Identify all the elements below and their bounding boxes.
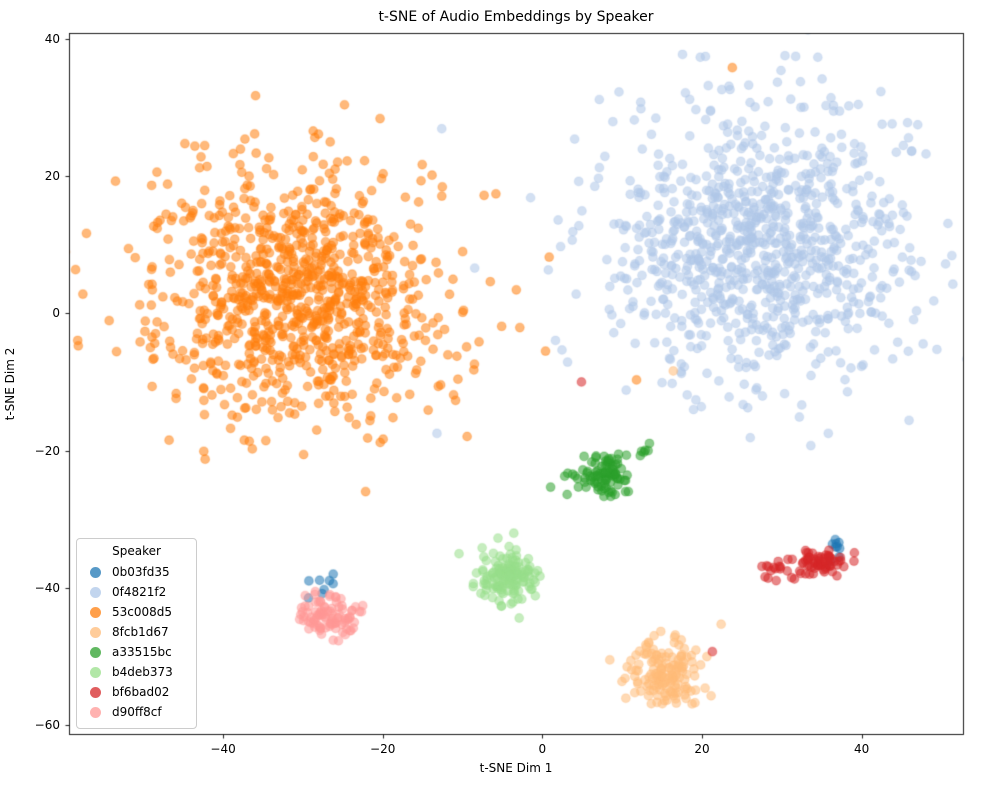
legend-item: bf6bad02 [77,682,196,702]
x-tick-label: −20 [370,742,396,756]
legend-swatch [90,626,101,638]
x-axis-label: t-SNE Dim 1 [479,761,553,775]
x-tick-label: 0 [538,742,547,756]
legend: Speaker 0b03fd35 0f4821f2 53c008d5 8fcb1… [76,538,197,729]
legend-item: 53c008d5 [77,602,196,622]
y-axis-label: t-SNE Dim 2 [3,347,17,421]
legend-label: d90ff8cf [112,705,162,719]
chart-title: t-SNE of Audio Embeddings by Speaker [378,9,654,25]
legend-swatch [90,606,101,618]
legend-label: b4deb373 [112,665,173,679]
legend-title: Speaker [112,544,161,558]
x-tick-label: 40 [853,742,870,756]
y-tick-label: 20 [44,169,60,184]
legend-item: 0f4821f2 [77,582,196,602]
legend-swatch [90,646,101,658]
legend-item: b4deb373 [77,662,196,682]
legend-swatch [90,686,101,698]
y-tick-label: 0 [52,306,60,321]
legend-label: 53c008d5 [112,605,173,619]
legend-label: a33515bc [112,645,172,659]
legend-label: 0f4821f2 [112,585,167,599]
legend-swatch [90,566,101,578]
legend-item: 8fcb1d67 [77,622,196,642]
legend-swatch [90,706,101,718]
legend-item: 0b03fd35 [77,562,196,582]
y-tick-label: −20 [34,443,60,458]
legend-swatch [90,666,101,678]
y-tick-label: 40 [44,31,60,46]
legend-label: 0b03fd35 [112,565,170,579]
legend-item: d90ff8cf [77,702,196,722]
y-tick-label: −60 [34,718,60,733]
x-tick-label: 20 [694,742,710,756]
legend-swatch [90,586,101,598]
legend-item: a33515bc [77,642,196,662]
x-tick-label: −40 [210,742,236,756]
legend-label: bf6bad02 [112,685,170,699]
legend-label: 8fcb1d67 [112,625,169,639]
y-tick-label: −40 [34,580,60,595]
